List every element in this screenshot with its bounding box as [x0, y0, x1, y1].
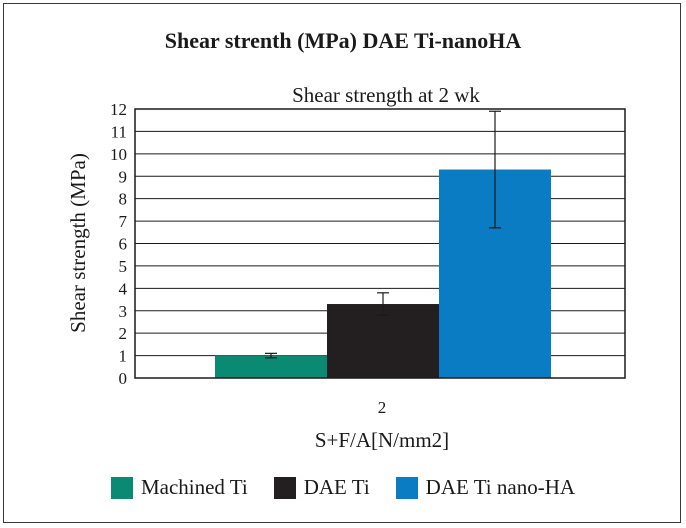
y-tick-label-8: 8 — [119, 190, 128, 209]
bar-machined-ti — [215, 355, 327, 378]
y-tick-label-2: 2 — [119, 324, 128, 343]
bars — [215, 169, 551, 378]
y-tick-label-6: 6 — [119, 235, 128, 254]
x-axis-label: S+F/A[N/mm2] — [315, 428, 449, 452]
y-tick-label-7: 7 — [119, 212, 128, 231]
legend-label-machined-ti: Machined Ti — [140, 475, 248, 499]
y-tick-label-4: 4 — [119, 279, 128, 298]
figure-heading: Shear strenth (MPa) DAE Ti-nanoHA — [164, 28, 522, 53]
legend-item-dae-ti: DAE Ti — [273, 475, 370, 500]
y-tick-label-5: 5 — [119, 257, 128, 276]
y-tick-label-10: 10 — [110, 145, 127, 164]
legend-label-dae-ti: DAE Ti — [303, 475, 370, 499]
chart-title: Shear strength at 2 wk — [292, 83, 480, 107]
chart-frame — [3, 3, 681, 523]
y-tick-label-11: 11 — [111, 122, 127, 141]
legend-swatch-dae-ti — [273, 476, 296, 499]
y-tick-label-0: 0 — [119, 369, 128, 388]
legend-swatch-machined-ti — [110, 476, 133, 499]
error-bar-dae-ti — [377, 292, 389, 316]
legend-label-dae-ti-nano-ha: DAE Ti nano-HA — [425, 475, 576, 499]
legend-swatch-dae-ti-nano-ha — [395, 476, 418, 499]
y-tick-label-1: 1 — [119, 347, 128, 366]
plot-area-border — [134, 108, 626, 379]
error-bar-dae-ti-nano-ha — [489, 110, 501, 229]
legend-item-dae-ti-nano-ha: DAE Ti nano-HA — [395, 475, 576, 500]
y-axis-label: Shear strength (MPa) — [66, 153, 90, 333]
y-tick-label-3: 3 — [119, 302, 128, 321]
error-bars — [265, 110, 501, 359]
y-tick-label-12: 12 — [110, 100, 127, 119]
x-tick-label: 2 — [378, 398, 387, 417]
y-tick-label-9: 9 — [119, 167, 128, 186]
error-bar-machined-ti — [265, 352, 277, 359]
chart-legend: Machined Ti DAE Ti DAE Ti nano-HA — [0, 475, 686, 500]
legend-item-machined-ti: Machined Ti — [110, 475, 248, 500]
bar-dae-ti — [327, 304, 439, 378]
